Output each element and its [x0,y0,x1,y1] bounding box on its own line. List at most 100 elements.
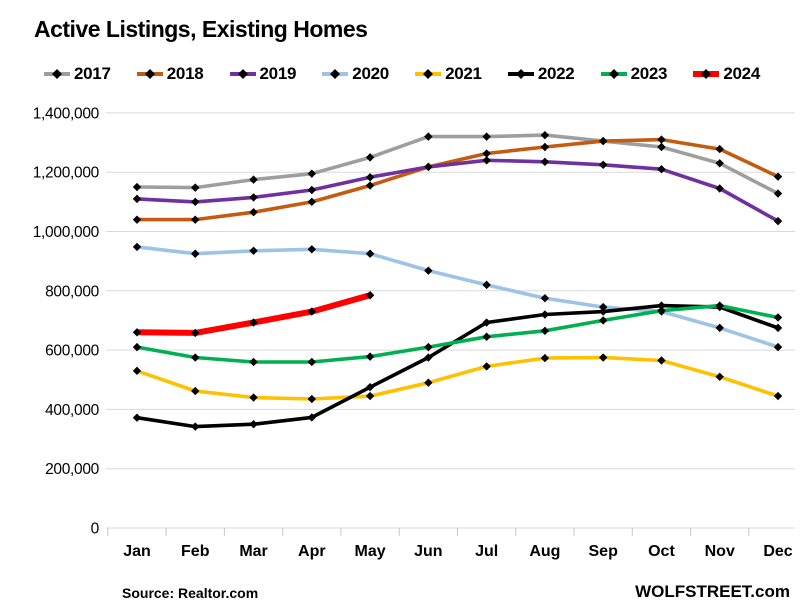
series-line-2023 [135,303,780,364]
series-line-2017 [135,133,780,196]
x-tick-label: Apr [298,543,326,560]
legend-marker-2022 [507,69,534,79]
data-point-marker [249,393,258,402]
legend-item-2021: 2021 [415,64,482,84]
data-point-marker [307,197,317,207]
legend-marker-diamond [237,69,248,79]
data-point-marker [191,215,200,224]
data-point-marker [249,318,258,327]
data-point-marker [715,159,724,168]
x-tick-label: Aug [529,543,560,560]
data-point-marker [365,181,375,190]
x-tick-label: Oct [648,543,675,560]
data-point-marker [191,353,200,362]
data-point-marker [249,193,258,202]
data-point-marker [482,156,491,165]
data-point-marker [132,328,142,337]
x-tick-label: Mar [239,543,267,560]
data-point-marker [365,249,375,258]
data-point-marker [773,172,783,181]
data-point-marker [482,318,491,327]
series-line-2022 [135,303,780,429]
data-point-marker [307,413,317,422]
legend-item-2023: 2023 [600,64,668,84]
data-point-marker [657,356,666,365]
data-point-marker [482,332,491,341]
legend-marker-2023 [600,69,627,79]
data-point-marker [657,301,666,310]
data-point-marker [773,323,783,333]
data-point-marker [365,291,375,300]
data-point-marker [307,394,317,404]
legend-marker-diamond [608,69,619,79]
data-point-marker [307,169,317,178]
x-tick-label: Nov [705,543,735,560]
data-point-marker [424,353,433,362]
data-point-marker [191,386,200,396]
y-tick-label: 1,000,000 [33,224,100,241]
series-line-2019 [135,158,780,223]
legend-label: 2020 [352,64,389,83]
data-point-marker [424,342,433,352]
data-point-marker [657,142,666,152]
data-point-marker [307,357,317,367]
legend-label: 2023 [630,64,668,83]
legend-marker-diamond [52,69,62,79]
x-tick-label: May [355,543,386,560]
series-line-2021 [135,355,780,401]
legend-marker-2020 [322,69,349,79]
data-point-marker [540,353,550,363]
data-point-marker [191,183,200,192]
brand-label: WOLFSTREET.com [635,582,790,601]
data-point-marker [657,165,666,174]
data-point-marker [132,342,142,352]
legend-item-2019: 2019 [229,64,296,84]
data-point-marker [657,135,666,144]
legend-marker-diamond [701,69,712,79]
x-tick-label: Feb [181,543,210,560]
data-point-marker [365,391,375,401]
y-tick-label: 1,400,000 [33,105,100,122]
y-tick-label: 400,000 [45,402,100,419]
data-point-marker [773,189,783,198]
data-point-marker [307,185,317,195]
data-point-marker [773,216,783,226]
data-point-marker [424,162,433,172]
data-point-marker [365,173,375,182]
y-tick-label: 200,000 [45,461,100,478]
data-point-marker [540,326,550,336]
legend-marker-diamond [423,69,434,79]
data-point-marker [365,352,375,361]
legend-item-2020: 2020 [322,64,389,84]
legend-label: 2018 [166,64,204,83]
data-point-marker [773,313,783,322]
legend-label: 2024 [723,64,760,83]
legend-item-2024: 2024 [693,64,760,84]
data-point-marker [191,249,200,258]
legend-marker-2018 [136,69,163,79]
legend-marker-2017 [44,69,70,79]
data-point-marker [132,182,142,192]
data-point-marker [598,353,608,362]
legend-label: 2022 [537,64,575,83]
data-point-marker [249,420,258,429]
data-point-marker [598,302,608,312]
data-point-marker [657,306,666,315]
data-point-marker [249,208,258,217]
data-point-marker [249,175,258,184]
legend-marker-diamond [144,69,155,79]
data-point-marker [715,323,724,333]
data-point-marker [424,132,433,141]
data-point-marker [715,301,724,310]
data-point-marker [715,184,724,193]
legend-label: 2017 [74,64,111,83]
data-point-marker [191,422,200,431]
data-point-marker [249,357,258,367]
x-tick-label: Jul [475,543,498,560]
legend-label: 2021 [445,64,482,83]
data-point-marker [132,242,142,252]
data-point-marker [307,307,317,316]
data-point-marker [482,362,491,371]
y-tick-label: 600,000 [45,343,100,360]
